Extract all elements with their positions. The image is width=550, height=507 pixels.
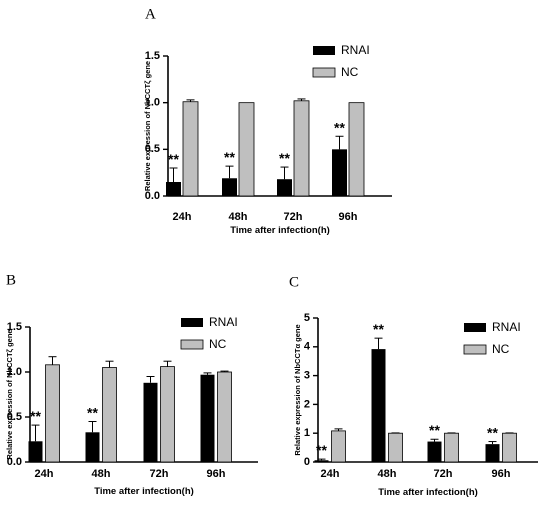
bar-rnai bbox=[85, 432, 100, 462]
bar-rnai bbox=[332, 149, 347, 196]
significance-marker: ** bbox=[30, 408, 41, 424]
panel-label: A bbox=[145, 6, 156, 22]
bar-nc bbox=[388, 432, 403, 463]
y-tick-label: 0 bbox=[304, 456, 310, 468]
y-axis-label: Relative expression of NbCCTζ gene bbox=[143, 61, 152, 191]
significance-marker: ** bbox=[334, 119, 345, 135]
y-tick-label: 4 bbox=[304, 341, 311, 353]
y-tick-label: 3 bbox=[304, 370, 310, 382]
bar-nc bbox=[182, 101, 199, 197]
significance-marker: ** bbox=[279, 150, 290, 166]
x-tick-label: 48h bbox=[92, 468, 111, 480]
x-tick-label: 96h bbox=[339, 211, 358, 223]
x-tick-label: 24h bbox=[321, 468, 340, 480]
legend-swatch-nc bbox=[463, 344, 487, 355]
y-tick-label: 0.0 bbox=[7, 456, 22, 468]
bar-rnai bbox=[277, 179, 292, 196]
y-axis-label: Relative expression of NbCCTζ gene bbox=[5, 329, 14, 459]
significance-marker: ** bbox=[487, 425, 498, 441]
bar-nc bbox=[238, 102, 255, 197]
significance-marker: ** bbox=[224, 149, 235, 165]
bar-rnai bbox=[166, 182, 181, 196]
panel-label: B bbox=[6, 272, 16, 288]
bar-rnai bbox=[314, 460, 329, 462]
x-tick-label: 96h bbox=[207, 468, 226, 480]
legend-swatch-nc bbox=[180, 339, 204, 350]
legend-swatch-rnai bbox=[313, 46, 335, 55]
y-tick-label: 0.5 bbox=[145, 143, 160, 155]
legend-swatch-rnai bbox=[181, 318, 203, 327]
x-tick-label: 24h bbox=[173, 211, 192, 223]
x-axis-label: Time after infection(h) bbox=[378, 487, 478, 498]
x-tick-label: 72h bbox=[284, 211, 303, 223]
bar-nc bbox=[348, 102, 365, 197]
y-tick-label: 0.5 bbox=[7, 411, 22, 423]
y-tick-label: 0.0 bbox=[145, 190, 160, 202]
y-axis-label: Relative expression of NbCCTα gene bbox=[293, 324, 302, 455]
significance-marker: ** bbox=[168, 151, 179, 167]
panel-label: C bbox=[289, 274, 299, 290]
x-tick-label: 72h bbox=[150, 468, 169, 480]
bar-rnai bbox=[427, 441, 442, 462]
bar-rnai bbox=[200, 374, 215, 462]
legend-label-nc: NC bbox=[209, 337, 227, 351]
y-tick-label: 1.5 bbox=[7, 321, 22, 333]
bar-nc bbox=[502, 432, 517, 463]
bar-nc bbox=[102, 367, 117, 463]
significance-marker: ** bbox=[316, 442, 327, 458]
bar-nc bbox=[45, 364, 60, 463]
bar-nc bbox=[444, 432, 459, 463]
bar-nc bbox=[331, 430, 346, 463]
bar-rnai bbox=[222, 178, 237, 196]
y-tick-label: 1.5 bbox=[145, 50, 160, 62]
legend-label-rnai: RNAI bbox=[341, 43, 370, 57]
bar-nc bbox=[293, 100, 310, 197]
bar-rnai bbox=[485, 444, 500, 462]
x-tick-label: 48h bbox=[229, 211, 248, 223]
x-axis-label: Time after infection(h) bbox=[94, 486, 194, 497]
bar-nc bbox=[160, 366, 175, 463]
significance-marker: ** bbox=[373, 321, 384, 337]
y-tick-label: 1.0 bbox=[7, 366, 22, 378]
bar-rnai bbox=[143, 382, 158, 462]
x-tick-label: 24h bbox=[35, 468, 54, 480]
x-axis-label: Time after infection(h) bbox=[230, 225, 330, 236]
legend-label-nc: NC bbox=[341, 65, 359, 79]
x-tick-label: 48h bbox=[378, 468, 397, 480]
bar-nc bbox=[217, 371, 232, 463]
x-tick-label: 96h bbox=[492, 468, 511, 480]
significance-marker: ** bbox=[87, 405, 98, 421]
y-tick-label: 5 bbox=[304, 312, 310, 324]
legend-label-nc: NC bbox=[492, 342, 510, 356]
legend-label-rnai: RNAI bbox=[209, 315, 238, 329]
legend-label-rnai: RNAI bbox=[492, 320, 521, 334]
legend-swatch-nc bbox=[312, 67, 336, 78]
y-tick-label: 1.0 bbox=[145, 97, 160, 109]
y-tick-label: 1 bbox=[304, 427, 310, 439]
x-tick-label: 72h bbox=[434, 468, 453, 480]
significance-marker: ** bbox=[429, 422, 440, 438]
bar-rnai bbox=[371, 349, 386, 462]
legend-swatch-rnai bbox=[464, 323, 486, 332]
bar-rnai bbox=[28, 441, 43, 462]
y-tick-label: 2 bbox=[304, 398, 310, 410]
